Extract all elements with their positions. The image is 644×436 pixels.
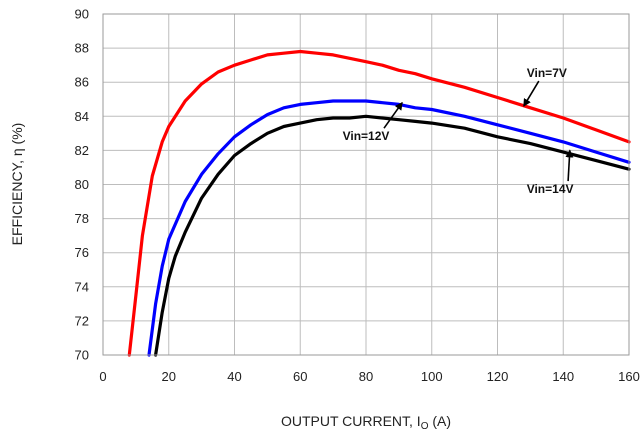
x-tick-label: 20 <box>162 369 176 384</box>
series-line-vin-12v <box>147 99 631 357</box>
y-tick-label: 90 <box>75 7 89 22</box>
annotation-label: Vin=14V <box>527 182 574 196</box>
y-axis-title: EFFICIENCY, η (%) <box>9 123 25 246</box>
y-tick-label: 78 <box>75 211 89 226</box>
x-tick-label: 40 <box>227 369 241 384</box>
y-tick-label: 74 <box>75 279 89 294</box>
annotation-arrow <box>523 80 540 107</box>
annotation-label: Vin=7V <box>527 66 567 80</box>
x-tick-label: 60 <box>293 369 307 384</box>
annotations: Vin=7V Vin=12V Vin=14V <box>343 66 574 196</box>
y-tick-label: 82 <box>75 143 89 158</box>
x-tick-label: 160 <box>618 369 640 384</box>
plot-frame <box>102 13 630 356</box>
x-tick-label: 80 <box>359 369 373 384</box>
x-tick-labels: 0 20 40 60 80 100 120 140 160 <box>99 369 639 384</box>
y-tick-label: 70 <box>75 348 89 363</box>
y-tick-label: 84 <box>75 109 89 124</box>
x-tick-label: 120 <box>487 369 509 384</box>
series-lines <box>127 49 631 357</box>
x-tick-label: 100 <box>421 369 443 384</box>
x-tick-label: 140 <box>552 369 574 384</box>
annotation-arrow <box>383 101 403 129</box>
series-line-vin-7v <box>127 49 631 357</box>
x-axis-title-unit: (A) <box>428 413 451 429</box>
y-tick-label: 86 <box>75 75 89 90</box>
x-axis-title: OUTPUT CURRENT, IO (A) <box>281 413 451 432</box>
y-tick-labels: 70 72 74 76 78 80 82 84 86 88 90 <box>75 7 89 363</box>
annotation-label: Vin=12V <box>343 129 390 143</box>
annotation-arrow <box>565 149 574 182</box>
x-axis-title-subscript: O <box>421 421 429 432</box>
y-tick-label: 80 <box>75 177 89 192</box>
y-tick-label: 72 <box>75 313 89 328</box>
x-tick-label: 0 <box>99 369 106 384</box>
series-line-vin-14v <box>154 114 631 357</box>
y-tick-label: 88 <box>75 41 89 56</box>
y-tick-label: 76 <box>75 245 89 260</box>
